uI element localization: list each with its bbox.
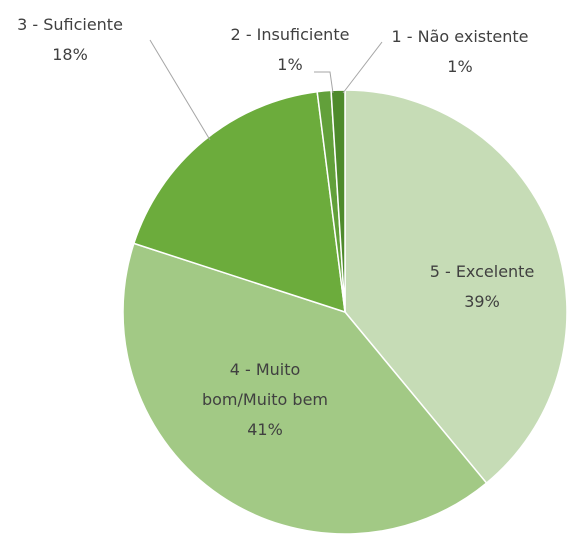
value-label: 1% [447, 57, 473, 76]
leader-line [342, 41, 383, 94]
category-label: 1 - Não existente [391, 27, 529, 46]
leader-line [314, 71, 334, 94]
value-label: 41% [247, 420, 283, 439]
pie-slice [344, 89, 568, 485]
data-label: 4 - Muito bom/Muito bem 41% [185, 355, 345, 445]
data-label: 3 - Suficiente 18% [0, 10, 170, 70]
pie-slice [132, 90, 346, 314]
pie-slice [122, 242, 488, 534]
value-label: 1% [277, 55, 303, 74]
data-label: 5 - Excelente 39% [382, 257, 568, 317]
leader-line [149, 39, 211, 141]
category-label: 5 - Excelente [429, 262, 535, 281]
category-label: 2 - Insuficiente [230, 25, 350, 44]
category-label: 4 - Muito bom/Muito bem [201, 360, 329, 409]
data-label: 1 - Não existente 1% [360, 22, 560, 82]
data-label: 2 - Insuficiente 1% [190, 20, 390, 80]
category-label: 3 - Suficiente [17, 15, 123, 34]
value-label: 39% [464, 292, 500, 311]
value-label: 18% [52, 45, 88, 64]
